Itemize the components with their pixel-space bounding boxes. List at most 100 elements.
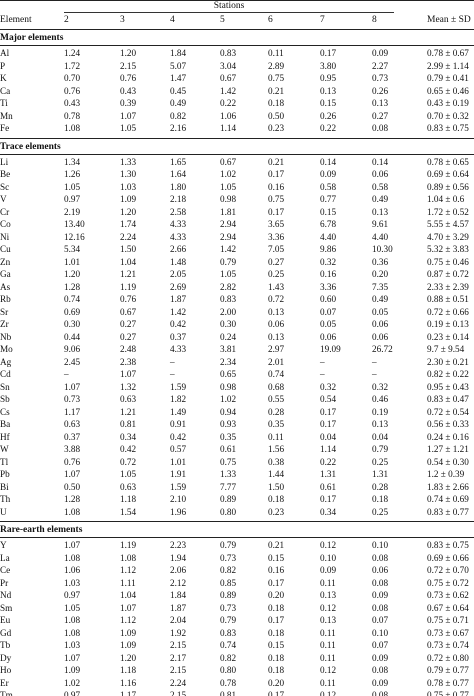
mean-sd-cell: 0.72 ± 0.54 <box>427 406 469 417</box>
value-cell: 1.07 <box>120 110 137 121</box>
value-cell: 1.33 <box>120 156 137 167</box>
value-cell: 0.10 <box>372 627 389 638</box>
value-cell: 0.11 <box>320 627 336 638</box>
table-row: Dy 1.07 1.20 2.17 0.82 0.18 0.11 0.09 0.72 ± 0.8… <box>0 652 474 665</box>
stations-group-header: Stations <box>213 1 245 11</box>
mean-sd-cell: 2.99 ± 1.14 <box>427 60 469 71</box>
value-cell: 7.05 <box>268 244 285 254</box>
value-cell: 1.24 <box>64 48 81 58</box>
value-cell: 0.06 <box>268 319 285 329</box>
value-cell: 0.54 <box>320 394 337 404</box>
value-cell: 0.35 <box>220 431 237 442</box>
mean-sd-cell: 2.30 ± 0.21 <box>427 356 469 367</box>
mean-sd-cell: 9.7 ± 9.54 <box>427 344 465 354</box>
value-cell: 0.05 <box>372 306 389 317</box>
value-cell: 1.07 <box>64 469 81 479</box>
column-header-station: 3 <box>120 15 125 25</box>
value-cell: 0.63 <box>120 481 137 492</box>
value-cell: 2.94 <box>220 219 237 229</box>
value-cell: 1.17 <box>120 690 137 696</box>
table-row: Sn 1.07 1.32 1.59 0.98 0.68 0.32 0.32 0.95 ± 0.4… <box>0 381 474 394</box>
value-cell: 1.01 <box>64 256 81 267</box>
value-cell: 0.43 <box>120 85 137 96</box>
value-cell: 0.15 <box>268 640 285 650</box>
value-cell: 0.83 <box>220 627 237 638</box>
value-cell: 1.54 <box>120 506 137 517</box>
value-cell: 0.22 <box>320 123 337 133</box>
value-cell: 0.18 <box>268 98 285 108</box>
table-row: Mn 0.78 1.07 0.82 1.06 0.50 0.26 0.27 0.70 ± 0.3… <box>0 110 474 123</box>
mean-sd-cell: 1.2 ± 0.39 <box>427 469 465 479</box>
value-cell: 0.30 <box>220 319 237 329</box>
mean-sd-cell: 0.75 ± 0.77 <box>427 690 469 696</box>
value-cell: 0.25 <box>268 269 285 279</box>
value-cell: 0.20 <box>372 269 389 279</box>
value-cell: 2.27 <box>372 60 389 71</box>
value-cell: 0.17 <box>268 690 285 696</box>
value-cell: – <box>64 369 69 379</box>
value-cell: 0.73 <box>220 552 237 563</box>
value-cell: 0.76 <box>120 73 137 83</box>
value-cell: 0.74 <box>220 640 237 650</box>
value-cell: 0.79 <box>220 540 237 550</box>
value-cell: 0.15 <box>320 98 337 108</box>
value-cell: 0.14 <box>372 156 389 167</box>
value-cell: 0.25 <box>372 456 389 467</box>
value-cell: 5.34 <box>64 244 81 254</box>
value-cell: 0.10 <box>372 540 389 550</box>
value-cell: 0.34 <box>320 506 337 517</box>
table-row: Cr 2.19 1.20 2.58 1.81 0.17 0.15 0.13 1.72 ± 0.5… <box>0 206 474 219</box>
value-cell: 7.35 <box>372 281 389 292</box>
mean-sd-cell: 0.83 ± 0.47 <box>427 394 469 404</box>
value-cell: 0.80 <box>220 665 237 675</box>
value-cell: 0.37 <box>64 431 81 442</box>
value-cell: 1.03 <box>120 181 137 192</box>
value-cell: 0.28 <box>372 481 389 492</box>
value-cell: 0.12 <box>320 690 337 696</box>
value-cell: 0.16 <box>268 565 285 575</box>
mean-sd-cell: 0.88 ± 0.51 <box>427 294 469 304</box>
value-cell: 0.09 <box>320 565 337 575</box>
value-cell: 1.05 <box>220 269 237 279</box>
value-cell: 0.42 <box>170 431 187 442</box>
value-cell: – <box>170 356 175 367</box>
top-rule <box>0 0 474 1</box>
value-cell: 0.16 <box>320 269 337 279</box>
column-header-station: 4 <box>170 15 175 25</box>
value-cell: 0.21 <box>268 85 285 96</box>
value-cell: 1.08 <box>64 123 81 133</box>
value-cell: 0.17 <box>268 577 285 588</box>
element-symbol: Sc <box>0 181 10 192</box>
column-header-element: Element <box>0 15 32 25</box>
value-cell: 0.73 <box>220 602 237 613</box>
element-symbol: Zr <box>0 319 9 329</box>
value-cell: 1.09 <box>120 194 137 204</box>
value-cell: 0.65 <box>220 369 237 379</box>
element-symbol: Gd <box>0 627 12 638</box>
value-cell: 1.12 <box>120 565 137 575</box>
value-cell: 1.09 <box>120 627 137 638</box>
table-row: Sm 1.05 1.07 1.87 0.73 0.18 0.12 0.08 0.67 ± 0.6… <box>0 602 474 615</box>
value-cell: 0.94 <box>220 406 237 417</box>
value-cell: 26.72 <box>372 344 393 354</box>
value-cell: 0.13 <box>268 306 285 317</box>
value-cell: 1.26 <box>64 169 81 179</box>
table-row: Mo 9.06 2.48 4.33 3.81 2.97 19.09 26.72 9.7 ± 9.… <box>0 343 474 356</box>
table-row: La 1.08 1.08 1.94 0.73 0.15 0.10 0.08 0.69 ± 0.6… <box>0 552 474 565</box>
value-cell: 0.75 <box>220 456 237 467</box>
value-cell: 0.08 <box>372 690 389 696</box>
value-cell: 0.24 <box>220 331 237 342</box>
value-cell: 1.31 <box>320 469 337 479</box>
element-symbol: Sb <box>0 394 10 404</box>
value-cell: 4.33 <box>170 231 187 242</box>
value-cell: 1.28 <box>64 494 81 504</box>
value-cell: 2.89 <box>268 60 285 71</box>
value-cell: 1.02 <box>220 394 237 404</box>
element-symbol: Tb <box>0 640 11 650</box>
value-cell: 1.05 <box>220 181 237 192</box>
value-cell: 0.78 <box>64 110 81 121</box>
value-cell: 0.06 <box>372 565 389 575</box>
mean-sd-cell: 4.70 ± 3.29 <box>427 231 469 242</box>
element-symbol: Sm <box>0 602 13 613</box>
value-cell: 4.40 <box>372 231 389 242</box>
